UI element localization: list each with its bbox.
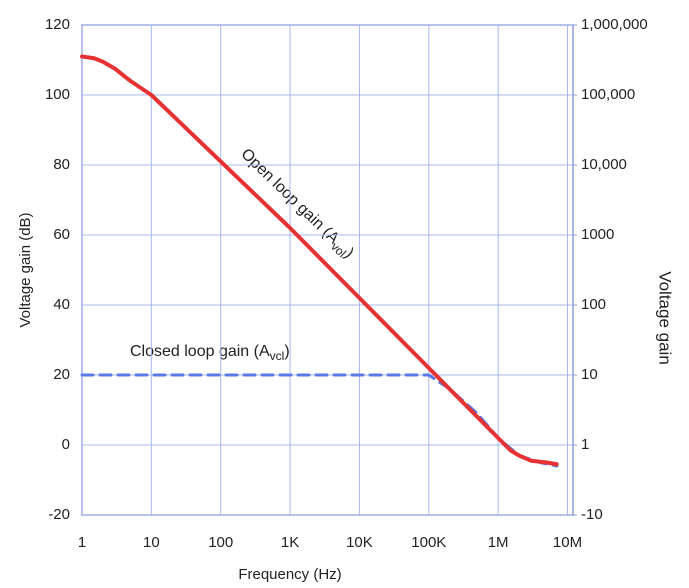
x-tick-label: 10 <box>143 534 160 551</box>
x-tick-label: 1M <box>488 534 509 551</box>
y2-axis-label: Voltage gain <box>656 271 675 365</box>
series-line <box>80 373 559 468</box>
y2-tick-label: 1 <box>581 436 589 453</box>
x-tick-label: 100 <box>208 534 233 551</box>
x-tick-label: 10M <box>553 534 582 551</box>
x-axis-label: Frequency (Hz) <box>238 566 341 583</box>
y-tick-label: 80 <box>53 156 70 173</box>
y-tick-label: 0 <box>62 436 70 453</box>
y-tick-label: 100 <box>45 86 70 103</box>
y-tick-label: 40 <box>53 296 70 313</box>
annotation: Closed loop gain (Avcl) <box>130 343 290 363</box>
y2-tick-label: 1,000,000 <box>581 16 648 33</box>
x-tick-label: 10K <box>346 534 373 551</box>
y2-tick-label: -10 <box>581 506 603 523</box>
annotation-text: Closed loop gain (A <box>130 343 270 360</box>
annotation-suffix: ) <box>284 343 289 360</box>
x-tick-label: 1 <box>78 534 86 551</box>
y-tick-label: -20 <box>48 506 70 523</box>
y-tick-label: 20 <box>53 366 70 383</box>
y2-tick-label: 1000 <box>581 226 614 243</box>
y-tick-label: 60 <box>53 226 70 243</box>
x-tick-label: 100K <box>411 534 446 551</box>
series-line <box>80 54 559 467</box>
y2-tick-label: 100 <box>581 296 606 313</box>
annotation: Open loop gain (Avol) <box>235 146 357 264</box>
y2-tick-label: 10,000 <box>581 156 627 173</box>
x-tick-label: 1K <box>281 534 299 551</box>
annotation-subscript: vcl <box>270 349 285 363</box>
y-axis-label: Voltage gain (dB) <box>17 212 34 327</box>
y-tick-label: 120 <box>45 16 70 33</box>
y2-tick-label: 10 <box>581 366 598 383</box>
y2-tick-label: 100,000 <box>581 86 635 103</box>
